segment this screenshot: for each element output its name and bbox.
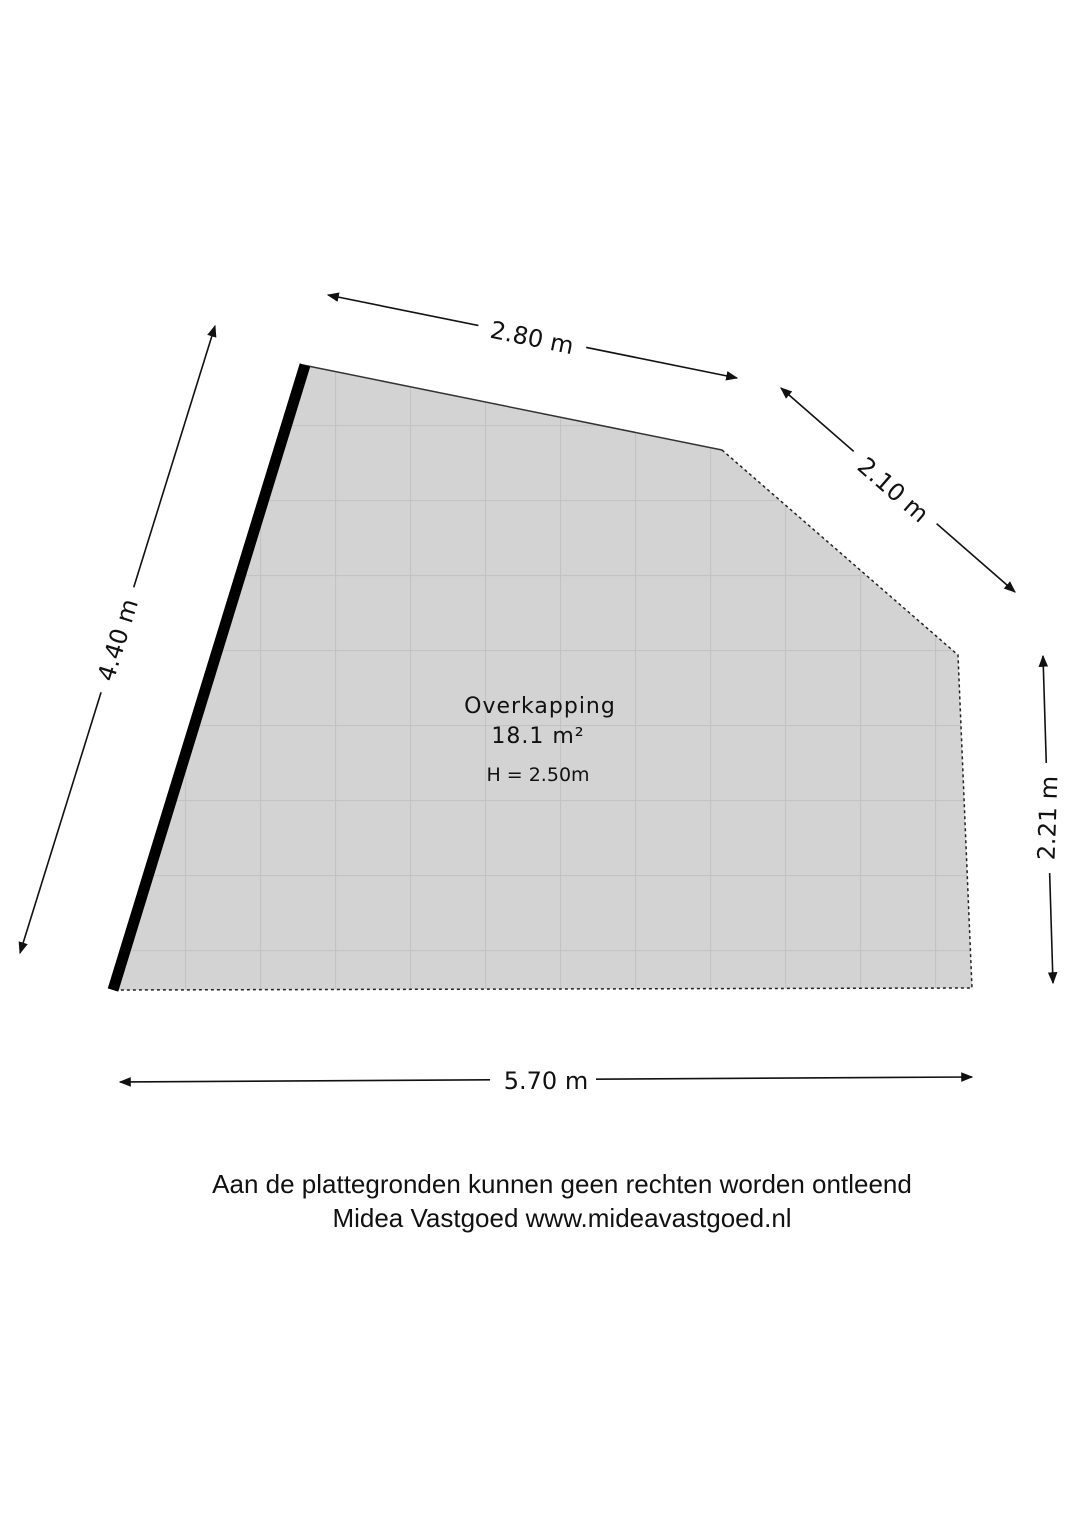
- dimension-label: 4.40 m: [92, 596, 144, 685]
- dimension-label: 5.70 m: [504, 1067, 588, 1095]
- room-name: Overkapping: [464, 694, 616, 719]
- dimension-label: 2.21 m: [1033, 775, 1064, 860]
- dimensions: 2.80 m 2.10 m 4.40 m 2.21 m 5.70 m: [18, 292, 1066, 1096]
- room-labels: Overkapping 18.1 m² H = 2.50m: [464, 694, 616, 786]
- footer: Aan de plattegronden kunnen geen rechten…: [212, 1169, 912, 1233]
- disclaimer: Aan de plattegronden kunnen geen rechten…: [212, 1169, 912, 1199]
- label-bg: [474, 311, 590, 365]
- room-area: 18.1 m²: [491, 724, 584, 749]
- credit: Midea Vastgoed www.mideavastgoed.nl: [332, 1203, 791, 1233]
- room-height: H = 2.50m: [486, 764, 589, 786]
- dimension-label: 2.10 m: [852, 452, 934, 529]
- room-shape: [107, 363, 973, 992]
- label-bg: [490, 1064, 596, 1096]
- label-bg: [1030, 762, 1066, 874]
- label-bg: [840, 441, 946, 539]
- label-bg: [86, 582, 150, 698]
